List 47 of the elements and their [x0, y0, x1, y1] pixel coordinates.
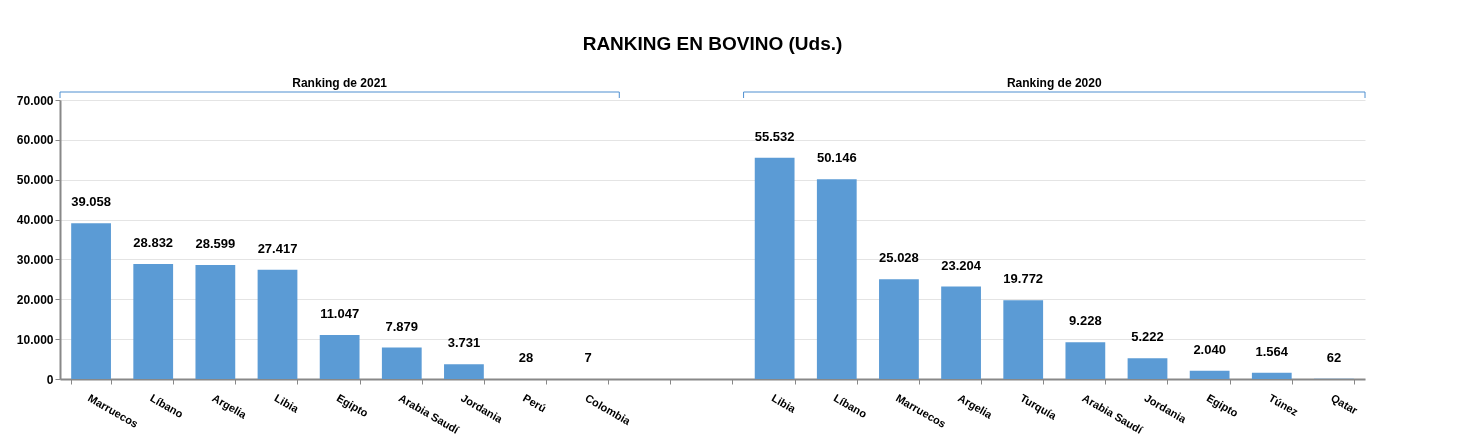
bar — [1003, 300, 1044, 379]
y-tick-label: 40.000 — [16, 213, 54, 228]
data-label: 11.047 — [320, 305, 360, 321]
y-tick-label: 20.000 — [16, 292, 54, 307]
data-label: 2.040 — [1193, 341, 1226, 357]
data-label: 3.731 — [447, 335, 481, 351]
y-tick-label: 70.000 — [16, 93, 54, 108]
data-label: 7 — [584, 349, 592, 365]
y-tick-label: 10.000 — [16, 332, 54, 347]
bar — [816, 179, 857, 379]
bar — [1127, 358, 1168, 379]
bar — [71, 223, 111, 379]
bar — [879, 279, 919, 379]
y-tick-label: 60.000 — [16, 133, 54, 148]
text: Ranking de 2020 — [1006, 76, 1102, 90]
data-label: 28.599 — [195, 236, 236, 252]
bar — [257, 269, 298, 379]
bar — [444, 364, 484, 379]
data-label: 28.832 — [133, 235, 174, 251]
data-label: 62 — [1326, 349, 1342, 365]
data-label: 28 — [518, 349, 534, 365]
y-tick-label: 0 — [46, 372, 54, 387]
data-label: 39.058 — [71, 194, 111, 210]
data-label: 9.228 — [1069, 313, 1102, 329]
bar — [941, 286, 981, 379]
bar — [195, 265, 236, 379]
chart-title: RANKING EN BOVINO (Uds.) — [582, 33, 843, 54]
bar — [1189, 370, 1230, 379]
data-label: 1.564 — [1255, 343, 1289, 359]
data-label: 5.222 — [1131, 329, 1164, 345]
data-label: 23.204 — [941, 257, 982, 273]
data-label: 19.772 — [1003, 271, 1044, 287]
y-tick-label: 30.000 — [16, 252, 54, 267]
text: Ranking de 2021 — [292, 76, 388, 90]
x-tick-label: Perú — [521, 391, 549, 415]
bar — [1251, 372, 1292, 379]
data-label: 50.146 — [816, 150, 857, 166]
bar — [1065, 342, 1106, 379]
data-label: 27.417 — [257, 240, 298, 256]
bar — [319, 334, 360, 379]
y-tick-label: 50.000 — [16, 173, 54, 188]
bar — [133, 264, 174, 379]
data-label: 55.532 — [754, 128, 795, 144]
data-label: 7.879 — [385, 318, 419, 334]
bar — [381, 347, 422, 379]
bar — [754, 157, 795, 379]
data-label: 25.028 — [879, 250, 919, 266]
